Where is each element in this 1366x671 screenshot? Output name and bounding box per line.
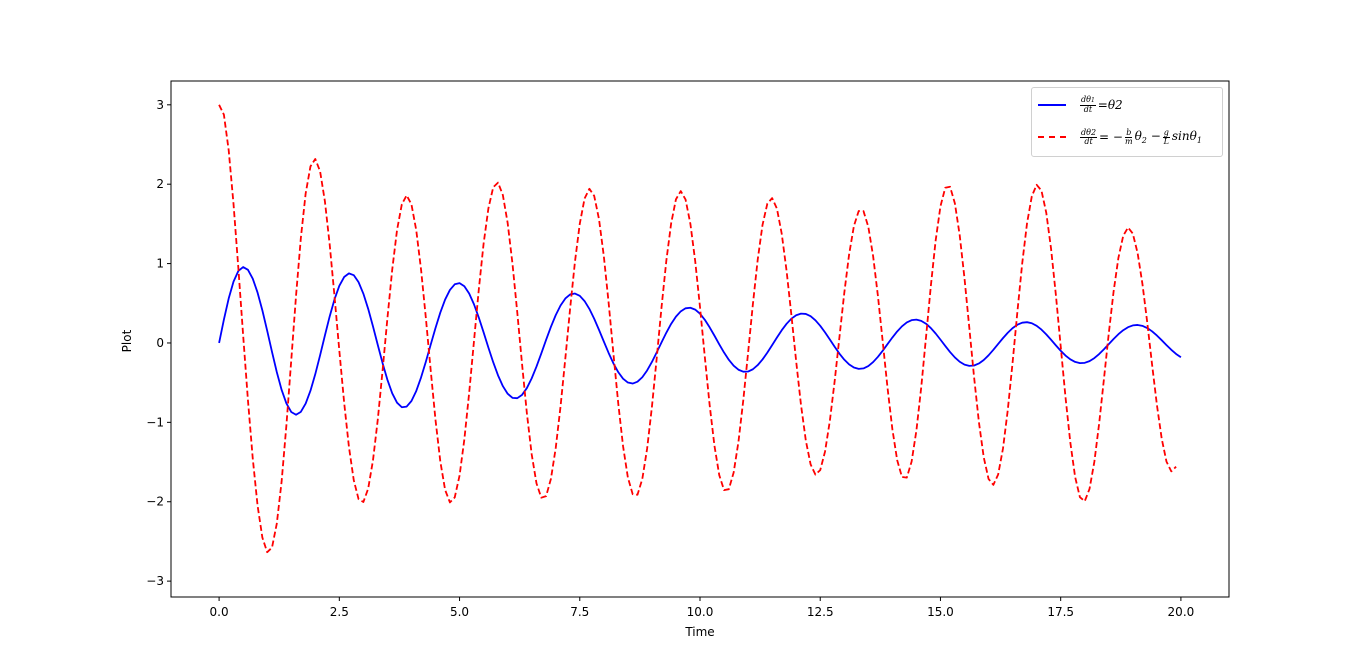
x-tick-label: 10.0 [687,605,714,619]
x-axis-label: Time [684,625,714,639]
x-tick-label: 7.5 [570,605,589,619]
data-lines [218,104,1182,554]
theta1-line [218,266,1182,416]
x-tick-label: 15.0 [927,605,954,619]
y-tick-label: 1 [156,257,164,271]
y-axis-label: Plot [120,329,134,352]
y-tick-label: −1 [146,415,164,429]
y-tick-label: −2 [146,495,164,509]
legend-entry-theta1: dθ1 dt =θ2 [1038,94,1123,116]
x-tick-label: 17.5 [1047,605,1074,619]
theta2-line [218,104,1177,554]
y-tick-label: −3 [146,574,164,588]
dashed-line-swatch-icon [1038,136,1066,138]
x-tick-label: 20.0 [1168,605,1195,619]
x-tick-label: 0.0 [210,605,229,619]
y-tick-label: 3 [156,98,164,112]
x-tick-label: 2.5 [330,605,349,619]
x-tick-label: 5.0 [450,605,469,619]
plot-area [170,80,1230,598]
y-tick-label: 2 [156,177,164,191]
x-axis-ticks: 0.0 2.5 5.0 7.5 10.0 12.5 15.0 17.5 20.0 [210,597,1195,619]
x-tick-label: 12.5 [807,605,834,619]
legend-label-theta1: dθ1 dt =θ2 [1080,95,1123,114]
solid-line-swatch-icon [1038,104,1066,106]
y-tick-label: 0 [156,336,164,350]
y-axis-ticks: −3 −2 −1 0 1 2 3 [146,98,171,588]
